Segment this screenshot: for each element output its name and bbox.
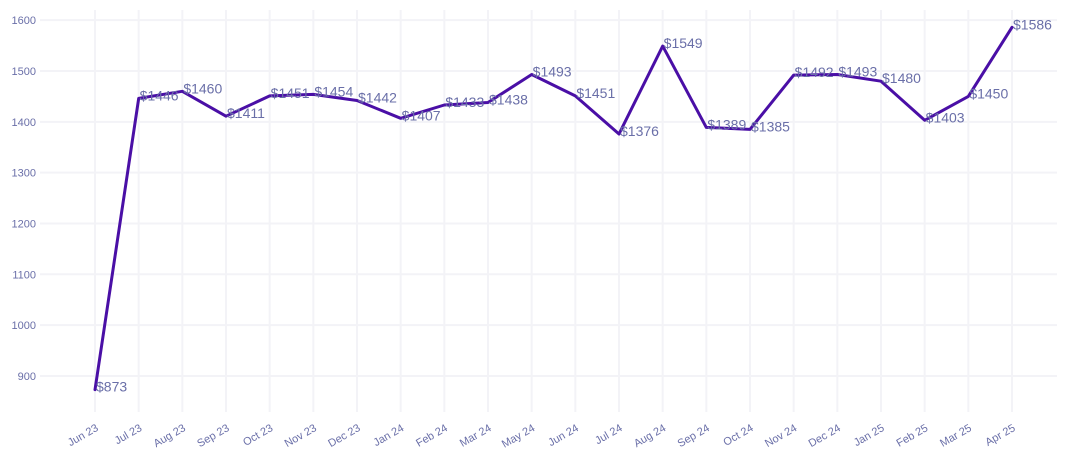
x-axis-ticks: Jun 23 Jul 23 Aug 23 Sep 23 Oct 23 Nov 23 Dec … <box>66 422 1018 450</box>
data-label: $1433 <box>445 94 484 110</box>
x-tick-label: Apr 25 <box>983 422 1017 449</box>
x-tick-label: Feb 24 <box>414 422 450 450</box>
data-label: $1385 <box>751 118 790 134</box>
data-label: $873 <box>96 379 127 395</box>
y-tick-label: 1200 <box>12 218 36 230</box>
x-tick-label: Sep 23 <box>195 422 231 450</box>
y-tick-label: 1500 <box>12 66 36 78</box>
x-tick-label: Jun 23 <box>66 422 101 449</box>
data-label: $1403 <box>926 109 965 125</box>
y-tick-label: 1300 <box>12 168 36 180</box>
data-label: $1480 <box>882 70 921 86</box>
data-label: $1411 <box>227 105 265 121</box>
y-tick-label: 1000 <box>12 320 36 332</box>
x-tick-label: Feb 25 <box>895 422 931 450</box>
data-label: $1451 <box>271 85 310 101</box>
y-tick-label: 1100 <box>12 269 36 281</box>
x-tick-label: Aug 23 <box>152 422 188 450</box>
x-tick-label: Dec 23 <box>326 422 362 450</box>
data-label: $1451 <box>576 85 615 101</box>
y-tick-label: 1400 <box>12 117 36 129</box>
data-label: $1549 <box>664 35 703 51</box>
data-label: $1492 <box>795 64 834 80</box>
x-tick-label: Jan 25 <box>852 422 887 449</box>
x-tick-label: Mar 24 <box>458 422 494 450</box>
data-label: $1407 <box>402 107 441 123</box>
x-tick-label: Sep 24 <box>676 422 712 450</box>
data-label: $1446 <box>140 87 179 103</box>
data-label: $1493 <box>838 64 877 80</box>
data-label: $1450 <box>969 85 1008 101</box>
data-label: $1376 <box>620 123 659 139</box>
x-tick-label: Jul 23 <box>113 422 144 447</box>
x-tick-label: Jan 24 <box>372 422 407 449</box>
x-tick-label: Jun 24 <box>546 422 581 449</box>
data-label: $1493 <box>533 64 572 80</box>
data-label: $1454 <box>314 83 353 99</box>
y-tick-label: 1600 <box>12 15 36 27</box>
data-label: $1442 <box>358 89 397 105</box>
y-tick-label: 900 <box>18 371 36 383</box>
x-tick-label: Dec 24 <box>807 422 843 450</box>
data-label-layer: $873$1446 $1460$1411$1451 $1454 $1442$1407$… <box>96 16 1052 394</box>
data-label: $1460 <box>183 80 222 96</box>
data-label: $1389 <box>707 116 746 132</box>
x-tick-label: Nov 24 <box>763 422 799 450</box>
data-label: $1586 <box>1013 16 1052 32</box>
x-tick-label: Mar 25 <box>938 422 974 450</box>
x-tick-label: Nov 23 <box>283 422 319 450</box>
x-tick-label: Jul 24 <box>593 422 624 447</box>
data-label: $1438 <box>489 92 528 108</box>
series-line-layer <box>93 25 1014 392</box>
x-tick-label: Oct 23 <box>241 422 275 449</box>
y-axis-ticks: 900 1000 1100 1200 1300 1400 1500 1600 <box>12 15 36 383</box>
x-tick-label: Oct 24 <box>721 422 755 449</box>
x-tick-label: Aug 24 <box>632 422 668 450</box>
grid-layer <box>40 10 1057 412</box>
x-tick-label: May 24 <box>500 422 537 450</box>
series-line <box>93 25 1014 392</box>
